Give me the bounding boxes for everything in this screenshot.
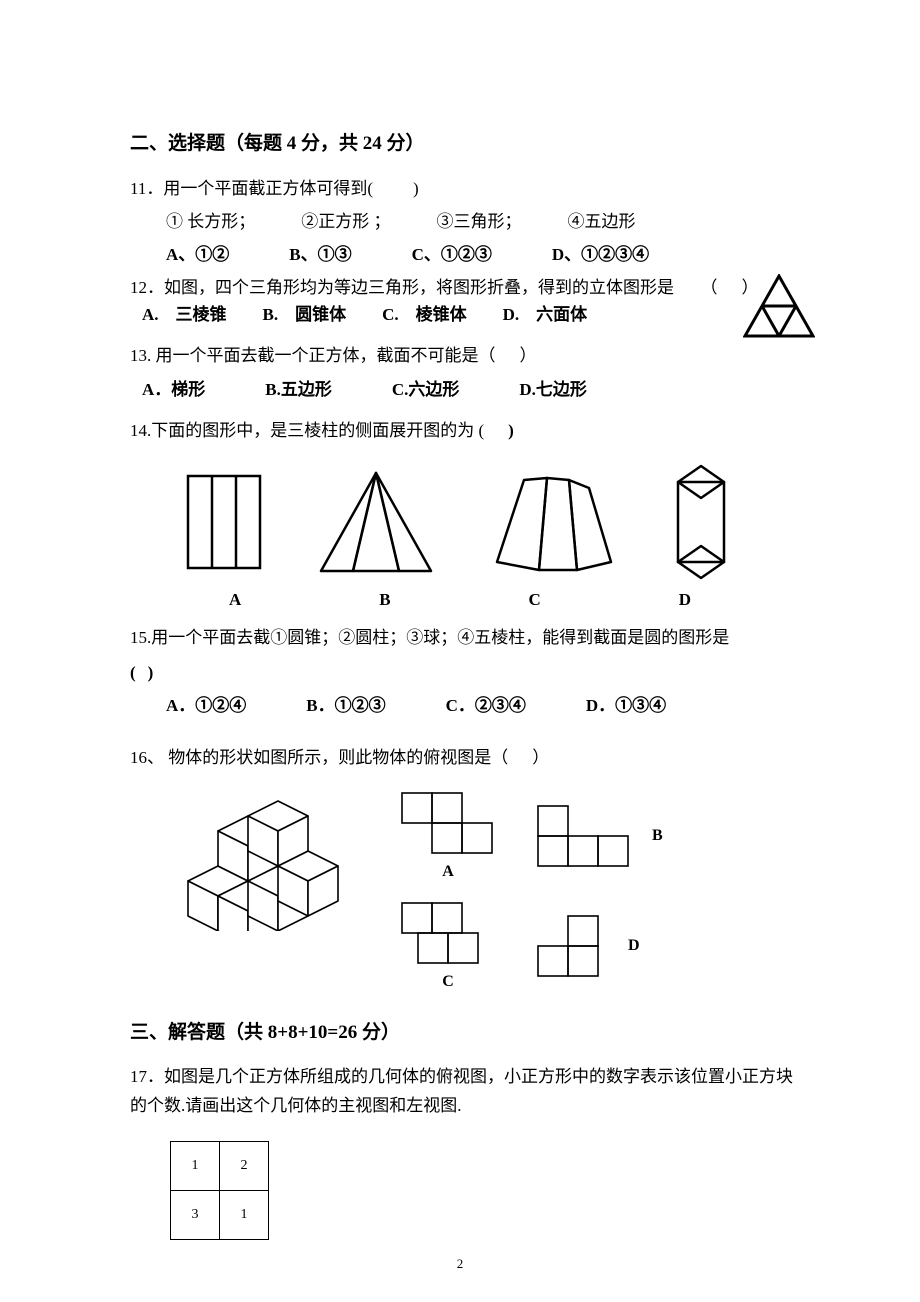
- q16-stem-a: 16、 物体的形状如图所示，则此物体的俯视图是（: [130, 748, 508, 767]
- q16-label-a: A: [442, 863, 454, 881]
- q16-opt-b-wrap: B: [536, 791, 663, 881]
- q17-cell-0-0: 1: [171, 1142, 220, 1191]
- q14-fig-a: [184, 472, 264, 572]
- section-3-title: 三、解答题（共 8+8+10=26 分）: [130, 1019, 805, 1048]
- q17-cell-1-0: 3: [171, 1191, 220, 1240]
- q15-stem-line2a: (: [130, 663, 136, 682]
- q12-stem-a: 12．如图，四个三角形均为等边三角形，将图形折叠，得到的立体图形是: [130, 278, 674, 297]
- q12-figure: [743, 274, 815, 338]
- q14-label-b: B: [379, 590, 390, 610]
- q12-opt-b: B. 圆锥体: [263, 301, 347, 328]
- q16-opt-b-fig: [536, 804, 632, 868]
- q12-options: A. 三棱锥 B. 圆锥体 C. 棱锥体 D. 六面体: [130, 301, 805, 328]
- q13-opt-d: D.七边形: [519, 376, 587, 403]
- q16-label-c: C: [442, 973, 454, 991]
- q17-stem: 17．如图是几个正方体所组成的几何体的俯视图，小正方形中的数字表示该位置小正方块…: [130, 1063, 805, 1121]
- q11-opt-b: B、①③: [289, 241, 351, 268]
- q16-solid: [180, 791, 360, 931]
- q13-opt-b: B.五边形: [265, 376, 332, 403]
- q15-stem-line2b: ): [148, 663, 154, 682]
- q14-stem-b: ): [508, 421, 514, 440]
- q12-opt-d: D. 六面体: [503, 301, 588, 328]
- q11-shape-3: ③三角形；: [437, 208, 522, 235]
- q16-opt-a-wrap: A: [400, 791, 496, 881]
- q14-fig-c: [489, 470, 619, 575]
- q11-choice-shapes: ① 长方形； ②正方形 ； ③三角形； ④五边形: [130, 208, 805, 235]
- q16-opt-a-fig: [400, 791, 496, 855]
- q14-label-c: C: [529, 590, 541, 610]
- q11-shape-2: ②正方形 ；: [301, 208, 390, 235]
- q12-stem: 12．如图，四个三角形均为等边三角形，将图形折叠，得到的立体图形是 （）: [130, 274, 805, 301]
- q13-opt-c: C.六边形: [392, 376, 460, 403]
- q15-options: A．①②④ B．①②③ C．②③④ D．①③④: [130, 692, 805, 719]
- q15-opt-b: B．①②③: [306, 692, 385, 719]
- q14-figures: [160, 462, 760, 582]
- section-2-title: 二、选择题（每题 4 分，共 24 分）: [130, 130, 805, 159]
- table-row: 3 1: [171, 1191, 269, 1240]
- q14-stem: 14.下面的图形中，是三棱柱的侧面展开图的为 (): [130, 417, 805, 444]
- page: 二、选择题（每题 4 分，共 24 分） 11．用一个平面截正方体可得到() ①…: [0, 0, 920, 1302]
- q11-opt-d: D、①②③④: [552, 241, 649, 268]
- q12-stem-b: （: [701, 278, 718, 297]
- q17-table: 1 2 3 1: [170, 1141, 269, 1240]
- q11-shape-1: ① 长方形；: [166, 208, 255, 235]
- q16-label-b: B: [652, 827, 663, 845]
- q11-stem-a: 11．用一个平面截正方体可得到(: [130, 179, 373, 198]
- q17-cell-0-1: 2: [220, 1142, 269, 1191]
- q11-shape-4: ④五边形: [568, 208, 636, 235]
- q11-stem-b: ): [413, 179, 419, 198]
- q14-labels: A B C D: [160, 590, 760, 610]
- page-number: 2: [0, 1256, 920, 1272]
- q16-opt-grid: A B: [400, 791, 663, 991]
- table-row: 1 2: [171, 1142, 269, 1191]
- q13-options: A．梯形 B.五边形 C.六边形 D.七边形: [130, 376, 805, 403]
- q11-stem: 11．用一个平面截正方体可得到(): [130, 175, 805, 202]
- q16-opt-d-wrap: D: [536, 901, 663, 991]
- q16-opt-c-fig: [400, 901, 496, 965]
- q11-opt-a: A、①②: [166, 241, 229, 268]
- q12: 12．如图，四个三角形均为等边三角形，将图形折叠，得到的立体图形是 （） A. …: [130, 274, 805, 328]
- q11-opt-c: C、①②③: [412, 241, 492, 268]
- q16-opt-c-wrap: C: [400, 901, 496, 991]
- q13-stem-a: 13. 用一个平面去截一个正方体，截面不可能是（: [130, 346, 496, 365]
- q16-opt-d-fig: [536, 914, 608, 978]
- q13-stem: 13. 用一个平面去截一个正方体，截面不可能是（ ）: [130, 342, 805, 369]
- q12-opt-c: C. 棱锥体: [382, 301, 467, 328]
- q17-cell-1-1: 1: [220, 1191, 269, 1240]
- q14-label-d: D: [679, 590, 691, 610]
- q12-opt-a: A. 三棱锥: [142, 301, 227, 328]
- q15-stem-line2: (): [130, 659, 805, 686]
- q13-stem-b: ）: [520, 346, 537, 365]
- q16-label-d: D: [628, 937, 640, 955]
- q11-options: A、①② B、①③ C、①②③ D、①②③④: [130, 241, 805, 268]
- q14-fig-d: [666, 462, 736, 582]
- q15-stem-line1: 15.用一个平面去截①圆锥；②圆柱；③球；④五棱柱，能得到截面是圆的图形是: [130, 624, 805, 651]
- q15-opt-d: D．①③④: [586, 692, 666, 719]
- q16-stem-b: ）: [532, 748, 549, 767]
- q15-opt-c: C．②③④: [446, 692, 526, 719]
- q15-opt-a: A．①②④: [166, 692, 246, 719]
- q14-label-a: A: [229, 590, 241, 610]
- q16-figures: A B: [130, 791, 805, 991]
- q14-fig-b: [311, 467, 441, 577]
- q16-stem: 16、 物体的形状如图所示，则此物体的俯视图是（ ）: [130, 744, 805, 771]
- q13-opt-a: A．梯形: [142, 376, 205, 403]
- q14-stem-a: 14.下面的图形中，是三棱柱的侧面展开图的为 (: [130, 421, 484, 440]
